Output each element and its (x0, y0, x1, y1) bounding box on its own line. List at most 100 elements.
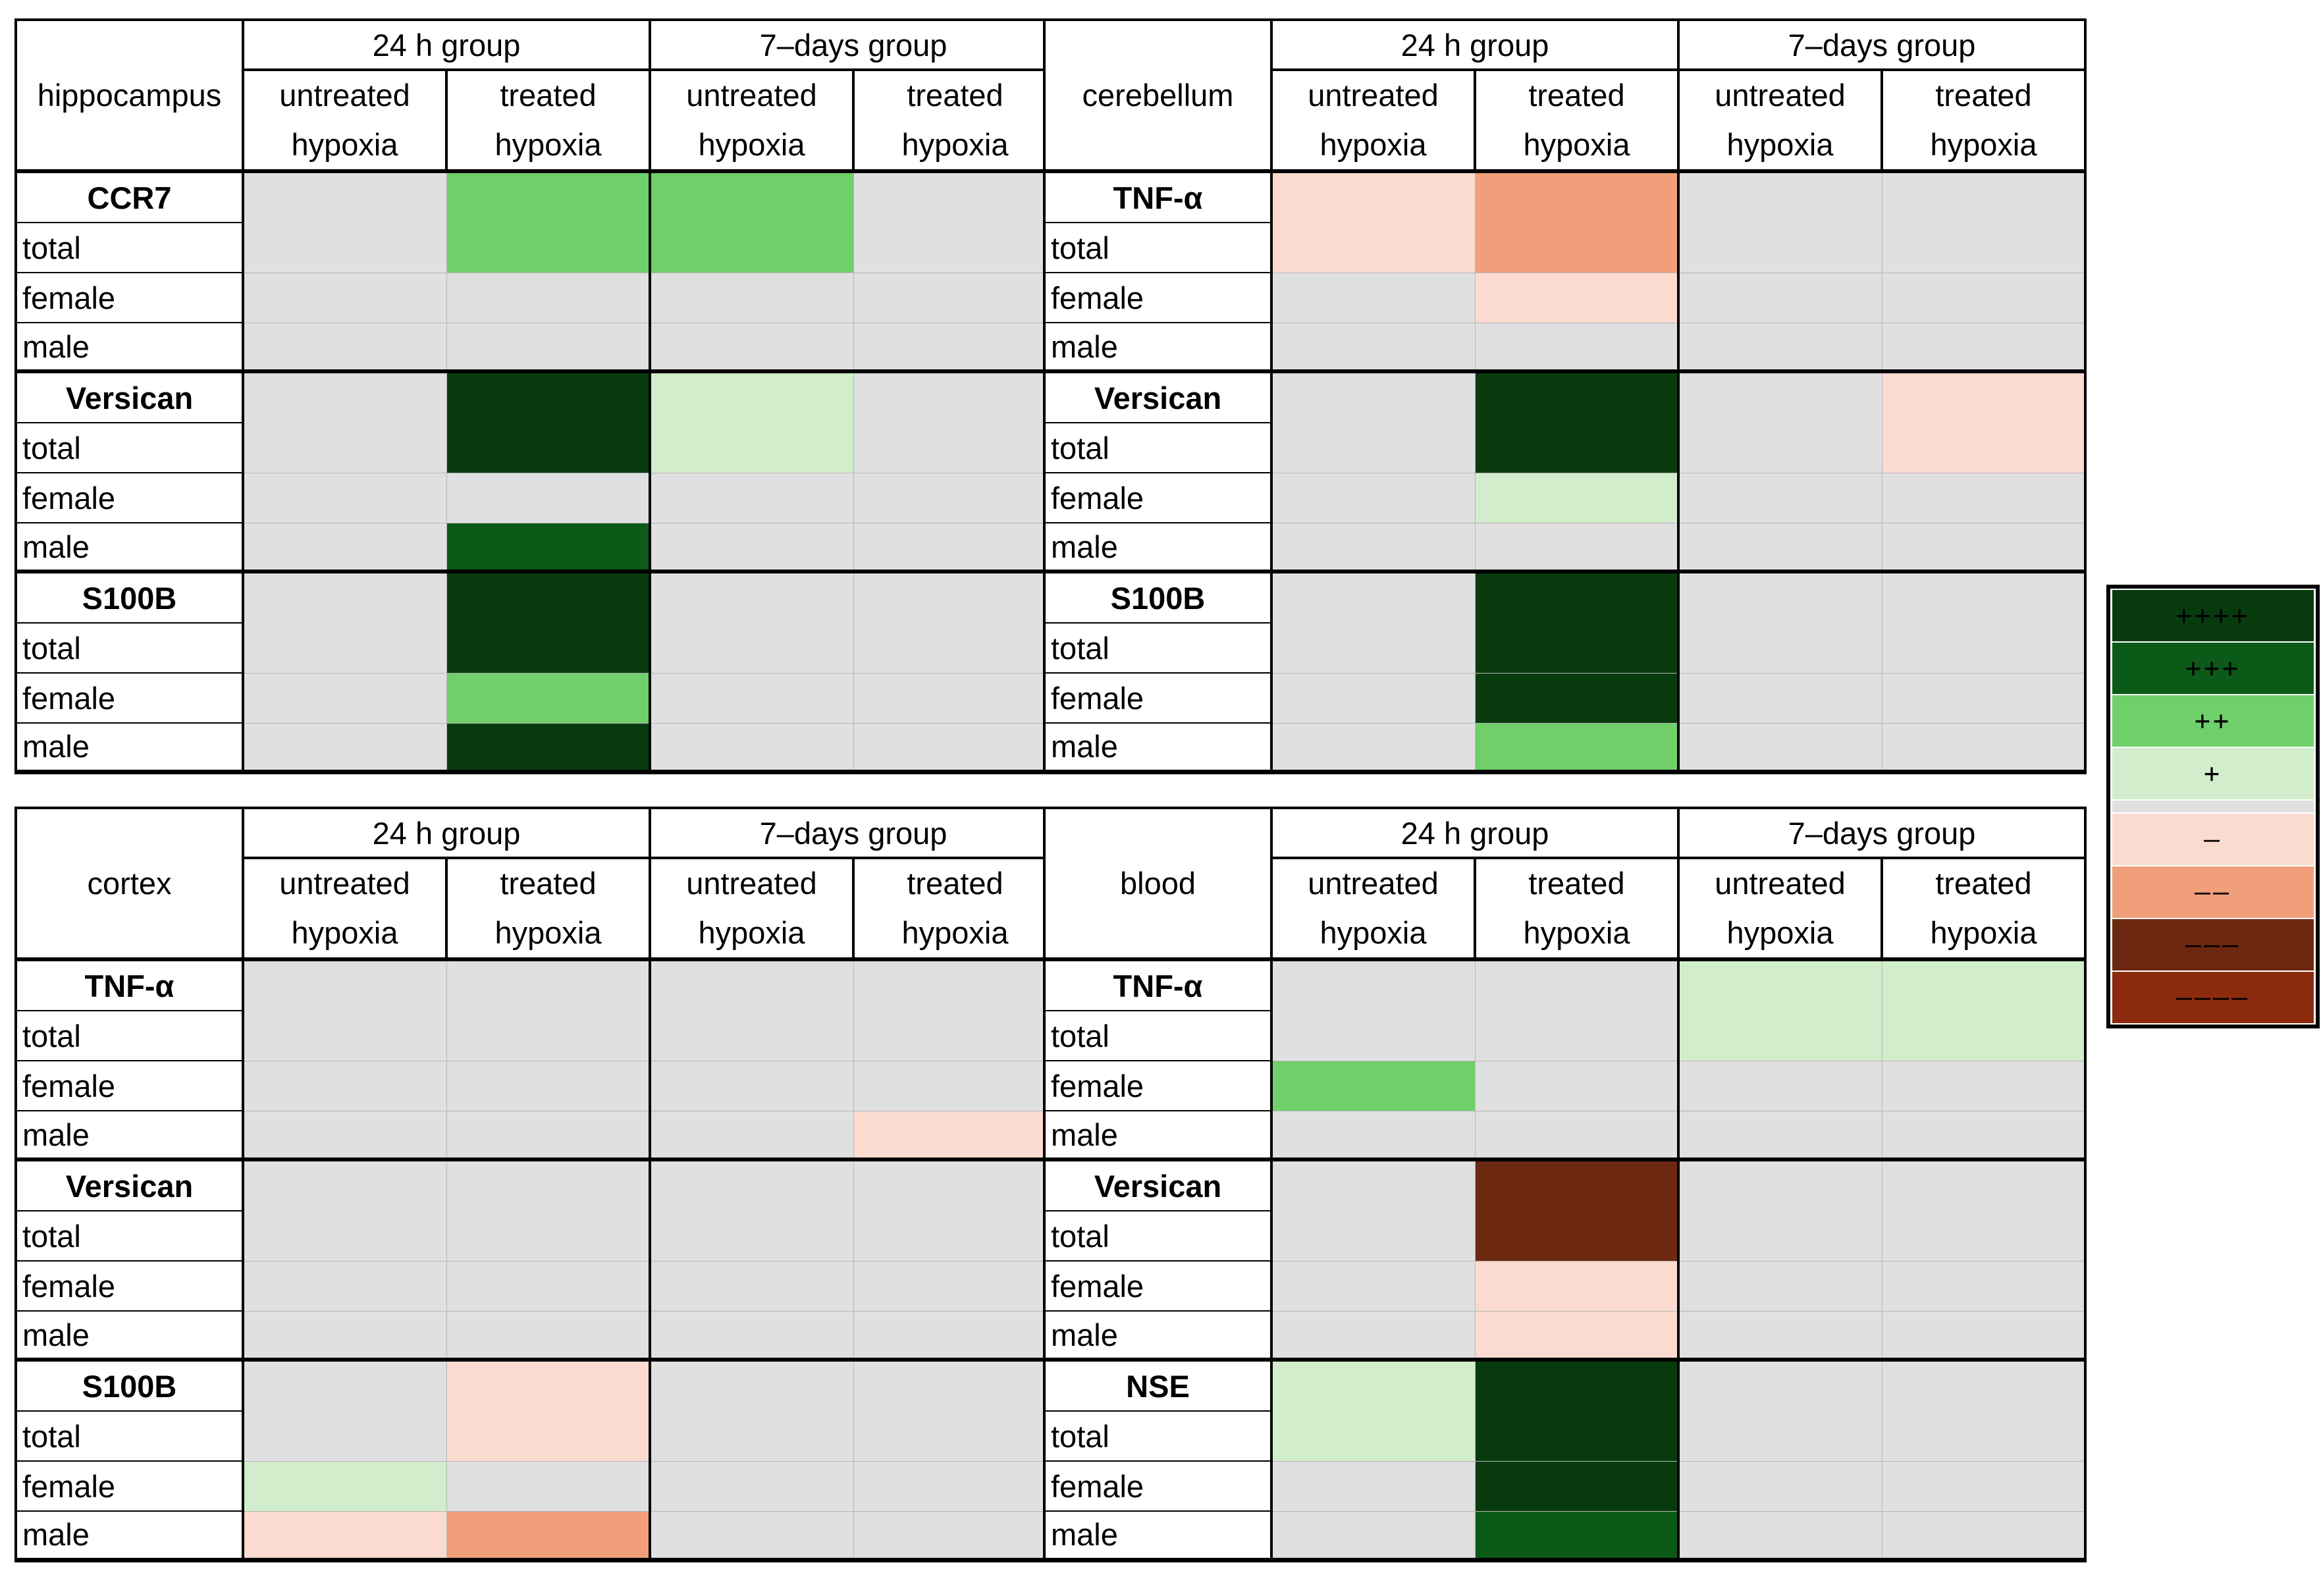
row-label-female: female (1043, 1260, 1273, 1312)
panel-blood: blood 24 h group 7–days group untreated trea… (1043, 807, 2087, 1562)
row-label-total: total (14, 1010, 244, 1061)
heat-cell-total (1474, 1157, 1679, 1262)
row-label-total: total (1043, 422, 1273, 473)
heat-cell-male (1271, 1110, 1476, 1160)
row-label-total: total (1043, 1210, 1273, 1262)
marker-name: TNF-α (1043, 957, 1273, 1011)
heat-cell-total (1271, 369, 1476, 473)
marker-name: NSE (1043, 1358, 1273, 1412)
heat-cell-total (446, 570, 651, 674)
marker-name: Versican (14, 1157, 244, 1211)
heat-cell-male (1271, 722, 1476, 774)
panel-hippocampus: hippocampus 24 h group 7–days group untreat… (14, 18, 1059, 774)
heat-cell-female (242, 272, 447, 323)
column-header-hypoxia: hypoxia (445, 908, 651, 961)
heat-cell-female (446, 672, 651, 724)
column-header-hypoxia: hypoxia (1474, 120, 1680, 173)
row-label-total: total (14, 222, 244, 273)
heat-cell-male (1474, 1310, 1679, 1360)
heat-cell-female (853, 672, 1059, 724)
column-header-treated: treated (1880, 857, 2087, 909)
group-header-24h: 24 h group (242, 807, 651, 859)
legend-item: –– (2112, 866, 2314, 918)
row-label-male: male (14, 522, 244, 572)
heat-cell-total (446, 169, 651, 273)
column-header-hypoxia: hypoxia (851, 908, 1059, 961)
heat-cell-total (649, 570, 854, 674)
heat-cell-male (853, 322, 1059, 372)
row-label-total: total (1043, 1410, 1273, 1462)
heat-cell-female (853, 472, 1059, 523)
row-label-male: male (14, 1510, 244, 1562)
heat-cell-female (853, 1460, 1059, 1512)
heat-cell-total (853, 570, 1059, 674)
column-header-treated: treated (1880, 68, 2087, 120)
heat-cell-male (649, 1110, 854, 1160)
heat-cell-male (1881, 522, 2087, 572)
heat-cell-total (1881, 169, 2087, 273)
group-header-7d: 7–days group (1676, 18, 2087, 71)
region-label: cortex (14, 807, 244, 961)
heat-cell-total (1271, 1157, 1476, 1262)
column-header-untreated: untreated (649, 857, 855, 909)
group-header-24h: 24 h group (1270, 807, 1680, 859)
heat-cell-male (1881, 722, 2087, 774)
row-label-male: male (14, 1110, 244, 1160)
heat-cell-female (446, 272, 651, 323)
region-label: blood (1043, 807, 1273, 961)
row-label-total: total (14, 622, 244, 674)
heat-cell-female (649, 1260, 854, 1312)
row-label-male: male (1043, 722, 1273, 774)
heat-cell-male (242, 1110, 447, 1160)
heat-cell-total (242, 1358, 447, 1462)
heat-cell-male (242, 722, 447, 774)
heat-cell-female (242, 1060, 447, 1111)
heat-cell-female (1881, 272, 2087, 323)
marker-name: TNF-α (1043, 169, 1273, 223)
column-header-hypoxia: hypoxia (1270, 120, 1476, 173)
heat-cell-female (649, 1060, 854, 1111)
column-header-treated: treated (851, 68, 1059, 120)
column-header-treated: treated (445, 68, 651, 120)
heat-cell-total (242, 169, 447, 273)
heat-cell-female (649, 272, 854, 323)
legend-item: ++++ (2112, 590, 2314, 641)
heat-cell-male (446, 1510, 651, 1562)
column-header-untreated: untreated (242, 68, 448, 120)
column-header-treated: treated (1474, 857, 1680, 909)
heat-cell-male (446, 1110, 651, 1160)
group-header-24h: 24 h group (1270, 18, 1680, 71)
heat-cell-female (649, 672, 854, 724)
heat-cell-total (242, 1157, 447, 1262)
heat-cell-male (446, 522, 651, 572)
legend-item (2112, 801, 2314, 812)
marker-row: NSE (1043, 1358, 2087, 1462)
heat-cell-total (853, 169, 1059, 273)
heat-cell-total (1677, 169, 1882, 273)
marker-name: TNF-α (14, 957, 244, 1011)
heat-cell-total (1677, 957, 1882, 1061)
heat-cell-female (446, 1060, 651, 1111)
heat-cell-male (1881, 1310, 2087, 1360)
column-header-hypoxia: hypoxia (242, 908, 448, 961)
heat-cell-female (1881, 1460, 2087, 1512)
column-header-untreated: untreated (1677, 857, 1883, 909)
legend-item: ––– (2112, 919, 2314, 971)
heat-cell-female (1271, 1060, 1476, 1111)
heat-cell-female (1677, 672, 1882, 724)
marker-row: Versican (14, 369, 1059, 473)
heat-cell-female (242, 472, 447, 523)
heat-cell-total (242, 369, 447, 473)
heat-cell-female (1474, 672, 1679, 724)
group-header-24h: 24 h group (242, 18, 651, 71)
row-label-female: female (1043, 272, 1273, 323)
heat-cell-female (1881, 1260, 2087, 1312)
heat-cell-total (1271, 957, 1476, 1061)
legend-item: +++ (2112, 643, 2314, 694)
heat-cell-male (1881, 1510, 2087, 1562)
heat-cell-total (1677, 1358, 1882, 1462)
heat-cell-female (446, 1260, 651, 1312)
heat-cell-female (1474, 272, 1679, 323)
column-header-hypoxia: hypoxia (242, 120, 448, 173)
heat-cell-total (1271, 1358, 1476, 1462)
